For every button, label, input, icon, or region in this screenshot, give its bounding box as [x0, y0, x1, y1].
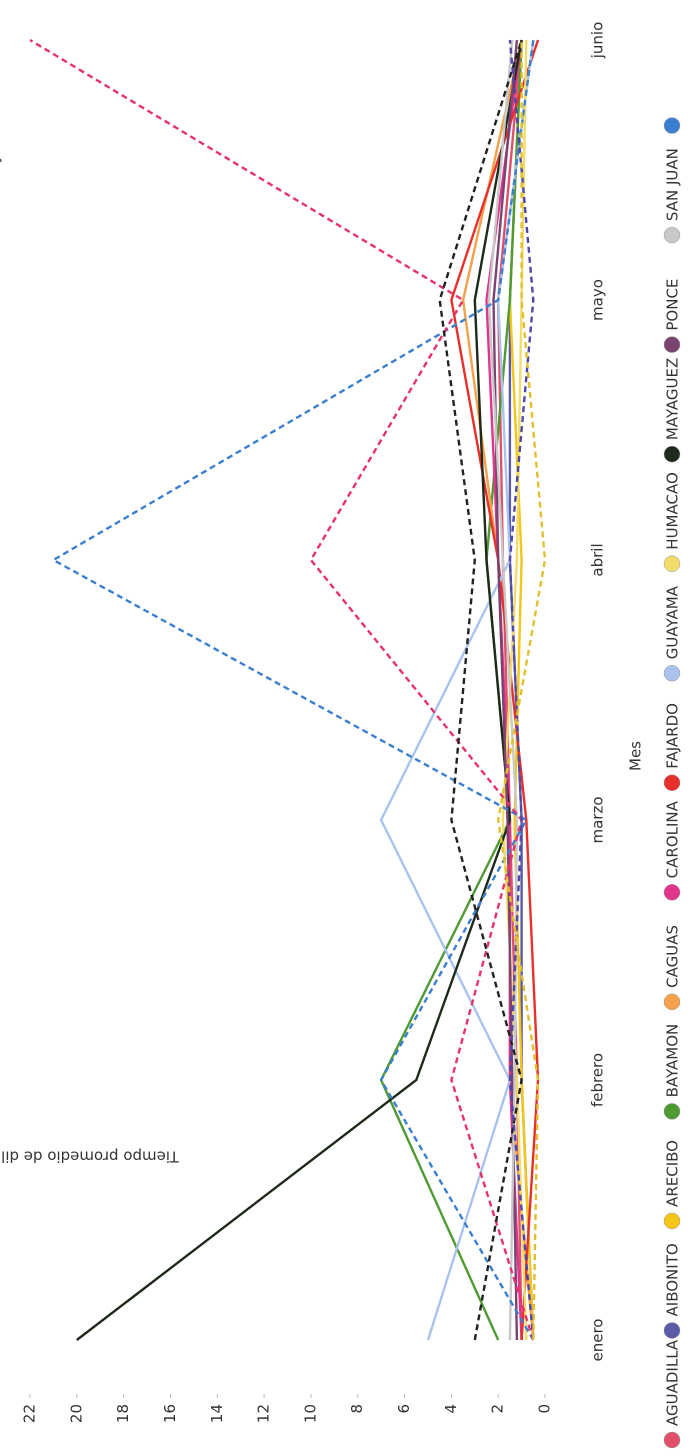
annotation: mayo: [0, 145, 3, 187]
legend-label: AIBONITO: [664, 1243, 682, 1316]
x-tick-label: marzo: [589, 796, 607, 843]
y-axis-title: Tiempo promedio de diligenciamiento (Día…: [0, 1148, 180, 1166]
y-tick-label: 14: [208, 1404, 226, 1423]
x-tick-label: abril: [589, 543, 607, 576]
legend-label: FAJARDO: [664, 703, 682, 769]
legend-label: SAN JUAN: [664, 148, 682, 221]
legend-swatch: [663, 1322, 681, 1339]
series-line: [508, 39, 535, 1341]
legend-label: MAYAGUEZ: [664, 358, 682, 440]
series-line: [50, 39, 535, 1341]
y-tick-label: 4: [442, 1404, 460, 1414]
legend-swatch: [663, 774, 681, 792]
legend-label: CAGUAS: [664, 925, 682, 988]
rotated-chart: Tiempo promedio de diligenciamiento (Día…: [0, 22, 682, 1449]
series-line: [29, 38, 535, 1341]
series-line: [379, 39, 535, 1341]
y-tick-label: 16: [161, 1404, 179, 1423]
y-tick-label: 8: [348, 1404, 366, 1414]
legend-label: CAROLINA: [664, 800, 682, 878]
legend-swatch: [663, 555, 681, 572]
y-tick-label: 18: [114, 1404, 132, 1423]
legend-swatch: [663, 226, 681, 244]
x-tick-label: junio: [589, 22, 607, 60]
x-axis-title: Mes: [627, 741, 645, 771]
legend-label: GUAYAMA: [664, 585, 682, 659]
legend-swatch: [663, 445, 681, 463]
legend-swatch: [663, 1431, 681, 1449]
y-tick-label: 22: [21, 1404, 39, 1423]
legend-label: ARECIBO: [664, 1140, 682, 1207]
legend-swatch: [663, 1103, 681, 1120]
series-line: [496, 40, 547, 1341]
x-tick-label: enero: [589, 1319, 607, 1362]
legend-label: HUMACAO: [664, 472, 682, 549]
legend-swatch: [663, 117, 681, 134]
y-tick-label: 6: [395, 1404, 413, 1414]
legend-swatch: [663, 336, 681, 353]
y-tick-label: 0: [536, 1404, 554, 1414]
y-tick-label: 10: [301, 1404, 319, 1423]
series-line: [76, 39, 523, 1341]
series-line: [450, 39, 540, 1341]
legend-swatch: [663, 884, 681, 901]
legend-label: PONCE: [664, 279, 682, 331]
legend-label: AGUADILLA: [664, 1339, 682, 1426]
y-tick-label: 20: [67, 1404, 85, 1423]
y-tick-label: 12: [255, 1404, 273, 1423]
legend-label: BAYAMON: [664, 1024, 682, 1098]
series-line: [438, 39, 523, 1341]
legend-swatch: [663, 664, 681, 682]
legend-swatch: [663, 993, 681, 1011]
x-tick-label: mayo: [589, 279, 607, 321]
x-tick-label: febrero: [589, 1053, 607, 1107]
legend-swatch: [663, 1212, 681, 1230]
y-tick-label: 2: [489, 1404, 507, 1414]
